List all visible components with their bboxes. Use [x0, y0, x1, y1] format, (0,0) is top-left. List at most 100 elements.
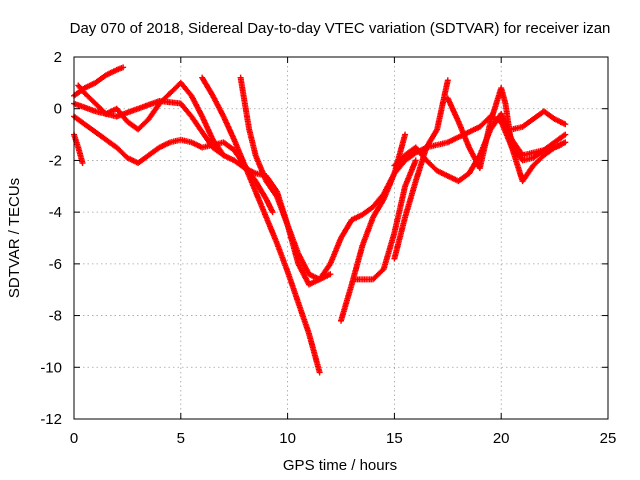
series-trace-segment: [114, 107, 130, 124]
data-point: [316, 369, 323, 376]
data-point: [79, 160, 86, 167]
series-trace-segment: [502, 102, 515, 149]
y-axis-label: SDTVAR / TECUs: [6, 178, 23, 298]
series-trace-segment: [82, 91, 98, 106]
series-trace-segment: [391, 215, 408, 261]
series-trace-segment: [274, 241, 290, 273]
data-point: [269, 209, 276, 216]
series-trace-segment: [199, 114, 216, 142]
series-sat-k: [444, 85, 569, 185]
x-tick-label: 5: [177, 430, 185, 447]
series-trace-segment: [391, 184, 408, 235]
y-tick-label: -10: [40, 359, 62, 376]
series-trace-segment: [157, 91, 172, 106]
y-tick-labels: 2 0 -2 -4 -6 -8 -10 -12: [40, 49, 62, 428]
series-trace-segment: [295, 301, 312, 336]
series-trace-segment: [72, 114, 87, 127]
y-tick-label: -8: [49, 308, 62, 325]
series-trace-segment: [370, 197, 386, 219]
y-tick-label: -12: [40, 411, 62, 428]
series-trace-segment: [189, 114, 205, 134]
series-trace-segment: [445, 96, 461, 124]
x-tick-label: 20: [493, 430, 510, 447]
series-trace-segment: [542, 145, 557, 158]
series-trace-segment: [552, 132, 567, 145]
series-trace-segment: [237, 76, 248, 105]
series-trace-segment: [83, 122, 97, 134]
series-trace-segment: [446, 134, 460, 145]
series-trace-segment: [158, 140, 172, 150]
series-trace-segment: [296, 252, 312, 276]
series-trace-segment: [263, 215, 280, 245]
series-trace-segment: [93, 130, 108, 142]
x-tick-label: 10: [279, 430, 296, 447]
y-tick-label: -4: [49, 204, 62, 221]
axis-ticks: [73, 56, 609, 420]
series-trace-segment: [456, 171, 471, 184]
y-tick-label: -2: [49, 152, 62, 169]
series-trace-segment: [264, 179, 279, 199]
series-trace-segment: [253, 190, 269, 219]
series-trace-segment: [520, 117, 535, 129]
series-trace-segment: [306, 332, 323, 374]
series-trace-segment: [210, 94, 226, 118]
series-trace-segment: [424, 127, 440, 150]
data-point: [562, 121, 569, 128]
series-sat-e: [199, 74, 323, 376]
x-tick-label: 0: [70, 430, 78, 447]
series-trace-segment: [381, 171, 397, 201]
series-trace-segment: [553, 140, 567, 150]
series-trace-segment: [253, 153, 269, 183]
series-trace-segment: [83, 80, 97, 91]
series-trace-segment: [200, 130, 215, 150]
series-trace-segment: [76, 83, 87, 95]
series-trace-segment: [178, 101, 194, 119]
chart-title: Day 070 of 2018, Sidereal Day-to-day VTE…: [70, 20, 611, 37]
series-trace-segment: [147, 145, 162, 158]
series-trace-segment: [200, 76, 215, 98]
series-trace-segment: [424, 158, 439, 173]
series-sat-g: [338, 131, 409, 324]
x-tick-label: 25: [600, 430, 617, 447]
series-sat-f: [237, 74, 334, 283]
data-point: [402, 131, 409, 138]
series-trace-segment: [542, 109, 557, 122]
series-trace-segment: [189, 94, 205, 118]
series-trace-segment: [520, 164, 536, 183]
data-point: [562, 131, 569, 138]
series-trace-segment: [413, 145, 429, 163]
series-trace-segment: [222, 153, 236, 163]
series-trace-segment: [456, 120, 472, 149]
y-tick-label: 0: [54, 101, 62, 118]
series-trace-segment: [285, 270, 301, 305]
series-trace-segment: [136, 98, 161, 112]
series-trace-segment: [553, 116, 567, 127]
data-point: [120, 64, 127, 71]
series-trace-segment: [296, 262, 312, 287]
series-trace-segment: [338, 218, 354, 240]
series-trace-segment: [136, 153, 151, 165]
series-trace-segment: [360, 204, 375, 217]
series-trace-segment: [371, 267, 386, 282]
series-trace-segment: [402, 179, 419, 219]
series-trace-segment: [221, 140, 236, 153]
series-trace-segment: [264, 174, 279, 193]
series-trace-segment: [509, 146, 526, 183]
plot-frame: [73, 56, 609, 420]
series-trace-segment: [274, 195, 290, 227]
series-trace-segment: [285, 223, 301, 255]
series-trace-segment: [338, 283, 355, 323]
series-trace-segment: [114, 145, 130, 160]
series-trace-segment: [264, 197, 275, 214]
series-trace-segment: [146, 102, 162, 121]
y-tick-label: -6: [49, 256, 62, 273]
series-trace-segment: [104, 137, 119, 150]
series-trace-segment: [242, 102, 252, 131]
x-tick-label: 15: [386, 430, 403, 447]
series-trace-segment: [307, 271, 322, 282]
series-trace-segment: [402, 158, 419, 188]
series-trace-segment: [467, 124, 482, 135]
series-trace-segment: [136, 117, 151, 132]
data-point: [412, 157, 419, 164]
